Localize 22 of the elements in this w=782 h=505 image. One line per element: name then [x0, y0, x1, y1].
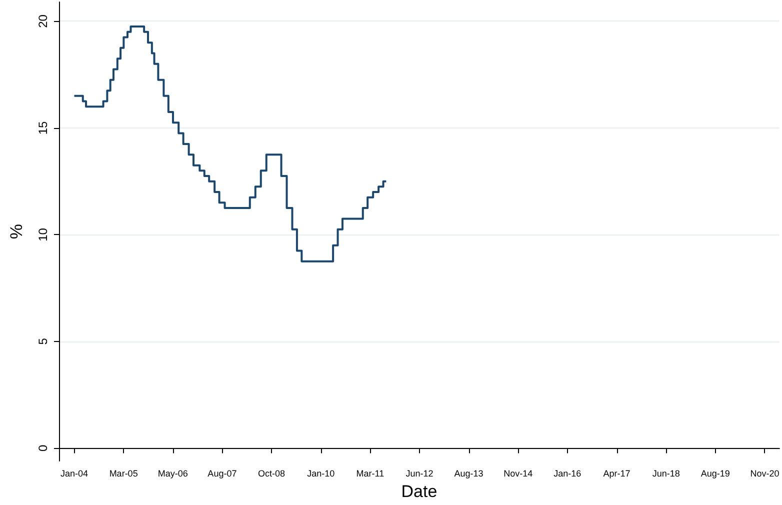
x-tick-label: Aug-13 — [454, 468, 484, 478]
x-tick-label: May-06 — [158, 468, 188, 478]
x-axis-title: Date — [401, 482, 438, 501]
x-tick-label: Jan-04 — [60, 468, 88, 478]
x-tick-label: Nov-20 — [750, 468, 780, 478]
y-tick-label: 10 — [36, 228, 50, 242]
y-tick-label: 15 — [36, 120, 50, 135]
y-tick-label: 5 — [36, 338, 50, 345]
x-tick-label: Jun-18 — [652, 468, 680, 478]
y-axis-title: % — [7, 224, 26, 240]
x-tick-label: Mar-05 — [109, 468, 138, 478]
x-tick-label: Jan-10 — [307, 468, 335, 478]
x-tick-label: Oct-08 — [258, 468, 286, 478]
x-tick-label: Jan-16 — [554, 468, 582, 478]
x-tick-label: Nov-14 — [504, 468, 533, 478]
x-tick-label: Aug-07 — [208, 468, 237, 478]
x-tick-label: Jun-12 — [406, 468, 434, 478]
y-tick-label: 0 — [36, 444, 50, 452]
y-tick-label: 20 — [36, 14, 50, 28]
x-tick-label: Mar-11 — [356, 468, 384, 478]
x-tick-label: Apr-17 — [603, 468, 630, 478]
x-tick-label: Aug-19 — [700, 468, 730, 478]
